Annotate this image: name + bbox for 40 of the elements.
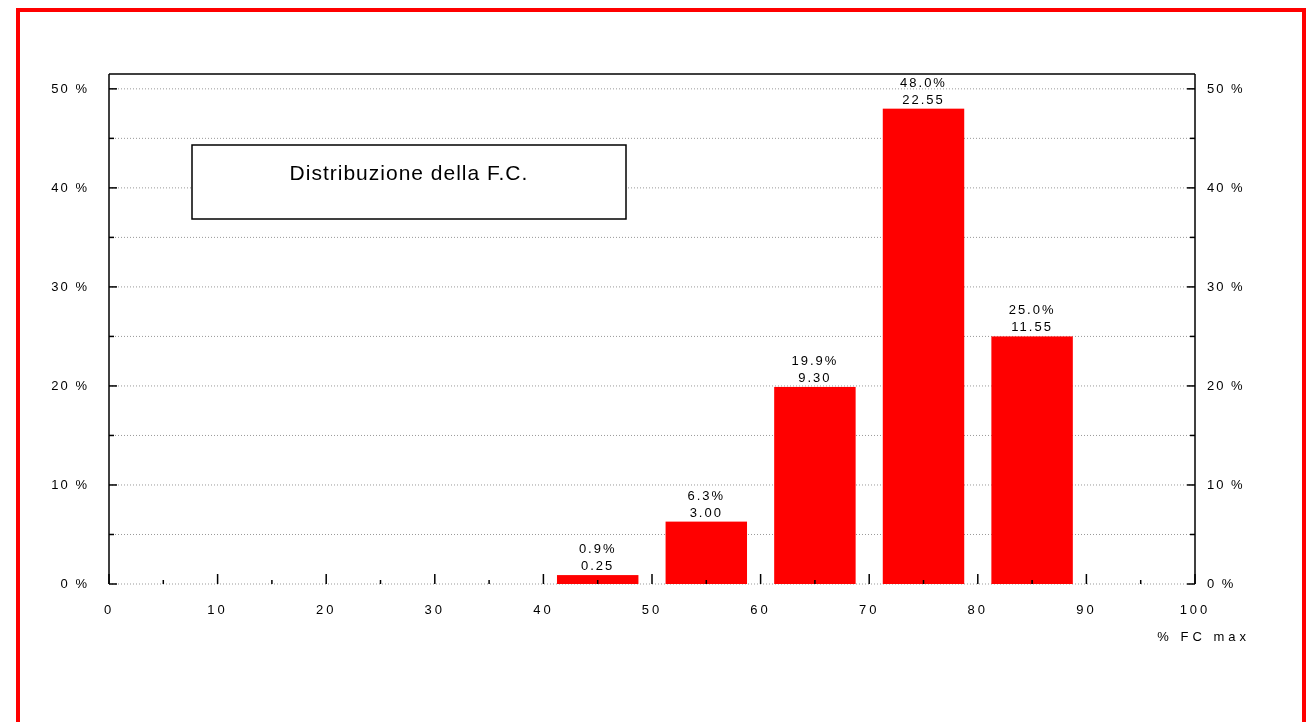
x-axis-title: % FC max xyxy=(1157,629,1250,644)
y2-tick-label: 10 % xyxy=(1207,476,1245,492)
annotation: 22.55 xyxy=(902,91,945,107)
x-tick-label: 20 xyxy=(315,602,337,617)
bar xyxy=(882,108,965,584)
bar xyxy=(774,386,856,584)
x-tick-label: 10 xyxy=(207,602,228,617)
data-label: 6.3% xyxy=(687,487,726,503)
y-tick-label: 0 % xyxy=(60,576,89,591)
x-tick-label: 50 xyxy=(641,602,663,617)
data-label: 48.0% xyxy=(900,74,947,90)
x-tick-label: 30 xyxy=(424,602,446,617)
annotation: 3.00 xyxy=(689,504,723,520)
y-tick-label: 10 % xyxy=(51,476,89,492)
y-tick-label: 40 % xyxy=(51,179,89,195)
x-tick-label: 70 xyxy=(858,602,880,617)
x-tick-label: 80 xyxy=(967,602,989,617)
x-tick-label: 60 xyxy=(750,602,771,617)
bar xyxy=(991,336,1073,584)
x-tick-label: 0 xyxy=(103,602,115,617)
x-tick-label: 100 xyxy=(1179,602,1211,617)
bar xyxy=(556,575,639,584)
y2-tick-label: 30 % xyxy=(1207,278,1245,294)
y2-tick-label: 40 % xyxy=(1207,179,1245,195)
annotation: 0.25 xyxy=(581,558,615,574)
y-tick-label: 30 % xyxy=(51,278,89,294)
bar xyxy=(665,521,748,584)
y2-tick-label: 20 % xyxy=(1207,377,1245,393)
text: Distribuzione della F.C. xyxy=(289,161,529,184)
x-tick-label: 90 xyxy=(1076,602,1097,617)
data-label: 25.0% xyxy=(1008,302,1056,318)
data-label: 0.9% xyxy=(578,541,617,557)
y-tick-label: 50 % xyxy=(51,80,89,96)
y2-tick-label: 50 % xyxy=(1207,80,1245,96)
y2-tick-label: 0 % xyxy=(1207,576,1236,591)
annotation: 9.30 xyxy=(798,369,832,385)
data-label: 19.9% xyxy=(791,352,839,368)
x-tick-label: 40 xyxy=(533,602,554,617)
annotation: 11.55 xyxy=(1011,319,1053,335)
y-tick-label: 20 % xyxy=(51,377,89,393)
